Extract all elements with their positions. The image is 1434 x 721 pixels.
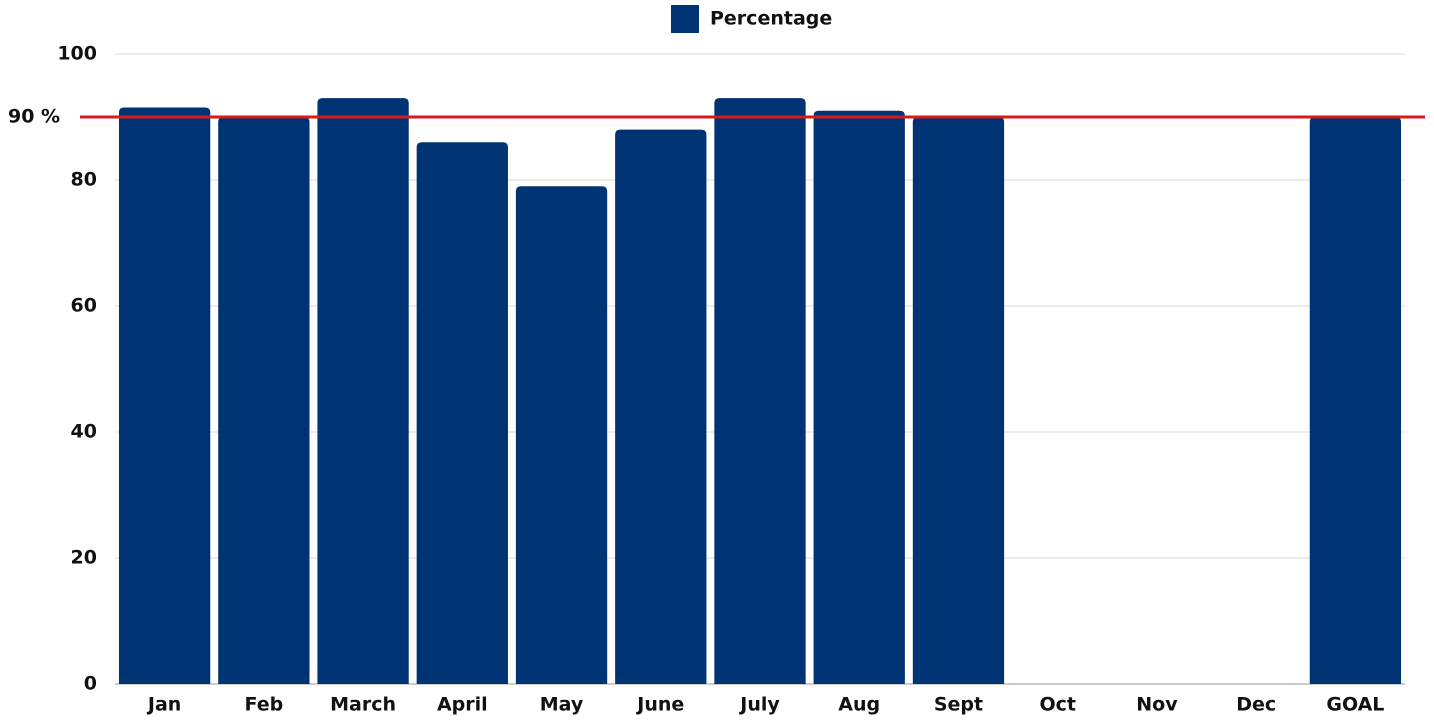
x-tick-label: Sept <box>934 694 983 716</box>
bar <box>416 142 508 684</box>
bar <box>912 117 1005 684</box>
legend-label: Percentage <box>710 8 832 30</box>
x-tick-label: July <box>738 694 780 716</box>
x-tick-label: April <box>437 694 488 716</box>
reference-label: 90 % <box>8 106 60 128</box>
y-tick-label: 60 <box>71 295 97 317</box>
bar <box>615 129 707 685</box>
y-tick-label: 80 <box>71 169 97 191</box>
x-tick-label: May <box>540 694 584 716</box>
legend-swatch <box>671 5 699 33</box>
x-tick-label: March <box>330 694 396 716</box>
x-tick-label: Feb <box>244 694 283 716</box>
x-tick-label: Oct <box>1039 694 1076 716</box>
bar <box>218 117 310 684</box>
x-tick-label: Dec <box>1236 694 1276 716</box>
bar <box>1309 117 1402 684</box>
bar <box>714 98 806 685</box>
x-tick-label: June <box>635 694 684 716</box>
y-tick-label: 0 <box>84 673 97 695</box>
bar <box>813 110 905 684</box>
y-tick-label: 40 <box>71 421 97 443</box>
bar <box>317 98 409 685</box>
x-tick-label: GOAL <box>1326 694 1384 716</box>
bar <box>118 107 211 685</box>
bar <box>515 186 608 685</box>
y-tick-label: 20 <box>71 547 97 569</box>
x-tick-label: Jan <box>146 694 181 716</box>
y-tick-label: 100 <box>57 43 97 65</box>
x-tick-label: Nov <box>1136 694 1178 716</box>
x-tick-label: Aug <box>838 694 880 716</box>
